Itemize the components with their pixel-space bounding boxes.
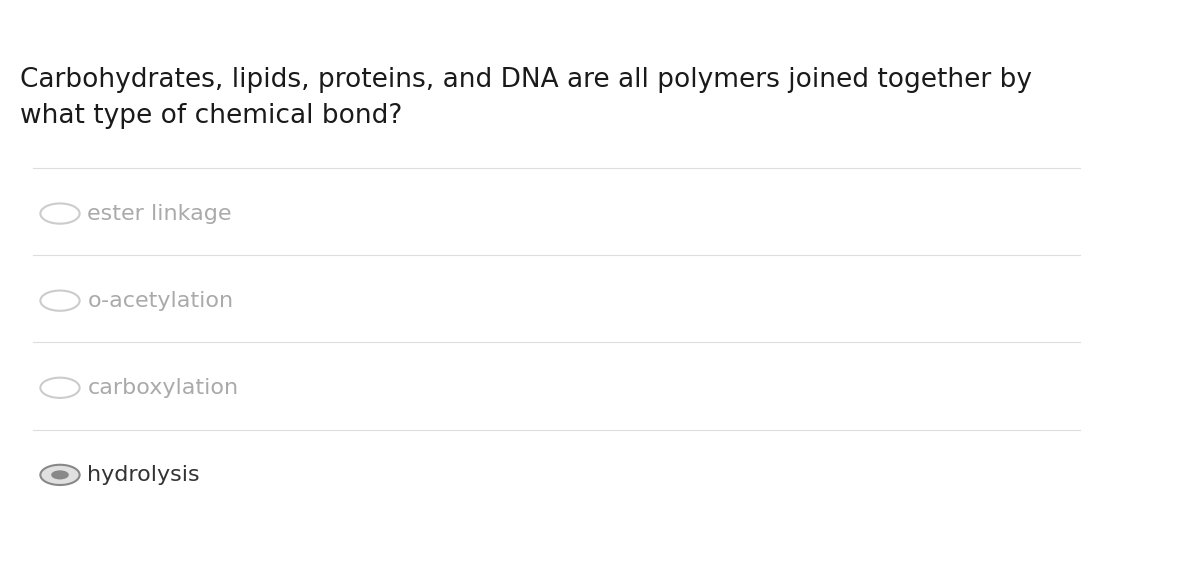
Text: o-acetylation: o-acetylation xyxy=(87,291,233,311)
Text: Carbohydrates, lipids, proteins, and DNA are all polymers joined together by
wha: Carbohydrates, lipids, proteins, and DNA… xyxy=(19,67,1032,129)
Text: hydrolysis: hydrolysis xyxy=(87,465,199,485)
Circle shape xyxy=(41,465,80,485)
Text: ester linkage: ester linkage xyxy=(87,203,232,224)
Circle shape xyxy=(51,470,69,479)
Text: carboxylation: carboxylation xyxy=(87,378,239,398)
